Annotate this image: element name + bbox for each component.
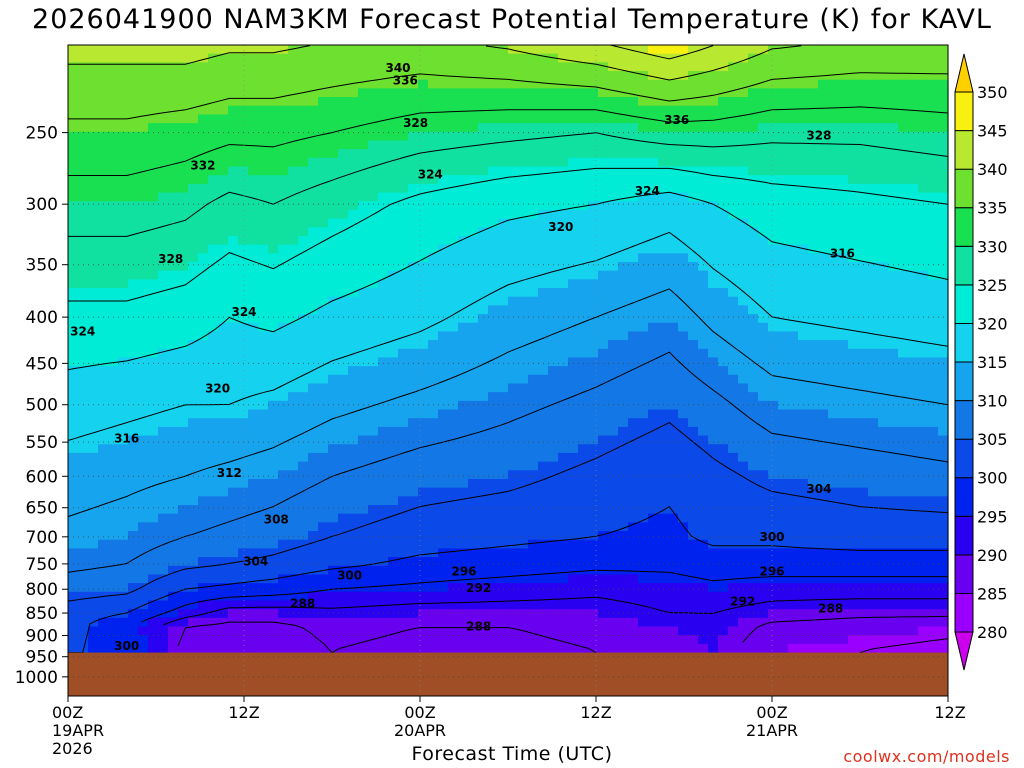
colorbar-label: 335 [977,199,1008,218]
x-tick-label: 20APR [394,721,446,740]
contour-label: 324 [70,325,95,339]
x-tick-label: 12Z [934,703,965,722]
x-tick-label: 2026 [52,739,93,758]
contour-label: 296 [451,565,476,579]
colorbar: 280 285 290 295 300 305 310 315 320 325 330 335 340 3… [954,53,1008,671]
plot-frame [67,44,949,697]
y-axis: 2503003504004505005506006507007508008509… [15,124,68,688]
colorbar-segment [954,361,974,402]
colorbar-under-triangle [954,631,974,671]
y-tick-label: 450 [26,354,58,374]
x-tick-label: 00Z [756,703,787,722]
y-tick-label: 350 [26,256,58,276]
y-tick-label: 950 [26,648,58,668]
colorbar-segment [954,477,974,517]
x-tick-label: 12Z [228,703,259,722]
theta-field [68,45,949,654]
contour-label: 288 [290,597,315,611]
colorbar-segment [954,91,974,132]
colorbar-segment [954,400,974,440]
y-tick-label: 550 [26,433,58,453]
contour-label: 292 [466,581,491,595]
colorbar-segment [954,592,974,633]
contour-lines [67,44,949,654]
watermark: coolwx.com/models [843,747,1010,766]
contour-label: 288 [818,601,843,615]
contour-label: 288 [466,620,491,634]
contour-label: 304 [806,482,831,496]
contour-label: 320 [205,382,230,396]
colorbar-segment [954,322,974,363]
contour-label: 292 [730,594,755,608]
colorbar-label: 340 [977,160,1008,179]
colorbar-label: 345 [977,122,1008,141]
colorbar-segment [954,130,974,170]
contour-label: 300 [337,568,362,582]
y-tick-label: 250 [26,124,58,144]
chart-title: 2026041900 NAM3KM Forecast Potential Tem… [32,4,992,35]
y-tick-label: 1000 [15,668,58,688]
contour-label: 300 [759,530,784,544]
contour-label: 324 [418,167,443,181]
contour-label: 328 [158,252,183,266]
contour-label: 312 [217,466,242,480]
colorbar-label: 305 [977,430,1008,449]
colorbar-label: 330 [977,237,1008,256]
contour-label: 328 [806,129,831,143]
colorbar-label: 350 [977,83,1008,102]
colorbar-label: 290 [977,546,1008,565]
x-tick-label: 19APR [52,721,104,740]
contour-label: 316 [830,246,855,260]
y-tick-label: 700 [26,528,58,548]
contour-label: 340 [385,61,410,75]
colorbar-segment [954,207,974,247]
contour-label: 316 [114,432,139,446]
x-tick-label: 12Z [580,703,611,722]
colorbar-label: 280 [977,623,1008,642]
y-tick-label: 800 [26,580,58,600]
y-tick-label: 400 [26,308,58,328]
contour-label: 320 [548,220,573,234]
x-axis-title: Forecast Time (UTC) [411,743,613,765]
colorbar-over-triangle [954,53,974,93]
y-tick-label: 850 [26,604,58,624]
colorbar-segment [954,438,974,479]
contour-labels: 3403363363323283283283243243243243203203… [70,61,855,653]
contour-label: 304 [243,554,268,568]
y-tick-label: 500 [26,396,58,416]
y-tick-label: 600 [26,467,58,487]
contour-label: 308 [264,513,289,527]
colorbar-label: 320 [977,314,1008,333]
contour-label: 300 [114,639,139,653]
colorbar-label: 315 [977,353,1008,372]
colorbar-segment [954,515,974,556]
x-tick-label: 21APR [746,721,798,740]
colorbar-segment [954,168,974,209]
colorbar-label: 285 [977,584,1008,603]
colorbar-segment [954,554,974,595]
contour-label: 328 [403,116,428,130]
contour-label: 324 [635,184,660,198]
colorbar-label: 300 [977,469,1008,488]
terrain-fill [68,652,948,696]
colorbar-segment [954,284,974,324]
y-tick-label: 300 [26,195,58,215]
contour-label: 336 [393,74,418,88]
colorbar-segment [954,245,974,286]
y-tick-label: 900 [26,626,58,646]
contour-label: 296 [759,565,784,579]
colorbar-label: 325 [977,276,1008,295]
x-tick-label: 00Z [404,703,435,722]
colorbar-label: 310 [977,392,1008,411]
y-tick-label: 750 [26,555,58,575]
contour-label: 324 [231,305,256,319]
colorbar-label: 295 [977,507,1008,526]
contour-label: 332 [190,159,215,173]
contour-label: 336 [664,113,689,127]
x-tick-label: 00Z [52,703,83,722]
y-tick-label: 650 [26,499,58,519]
